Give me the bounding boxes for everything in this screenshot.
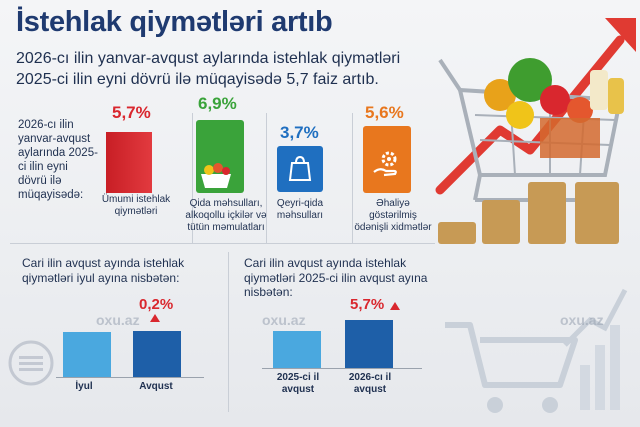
arrow-up-icon [390,302,400,310]
oxu-logo-icon [8,340,54,386]
bar-non-food-products [277,146,323,192]
x-axis [262,368,422,369]
watermark: oxu.az [262,312,306,328]
section-title-monthly: Cari ilin avqust ayında istehlak qiymətl… [22,256,185,285]
section-divider [10,243,435,244]
bar-july [63,331,111,377]
x-tick-label: 2026-cı il avqust [348,372,392,395]
watermark: oxu.az [560,312,604,328]
bar-august [133,331,181,377]
shopping-cart-chart-icon [445,288,628,413]
bar-general-prices [106,131,152,193]
divider [228,252,229,412]
bar-value-label: 6,9% [198,94,237,113]
category-label: Əhaliyə göstərilmiş ödənişli xidmətlər [354,198,432,233]
bar-value-label: 0,2% [139,296,174,313]
bar-value-label: 3,7% [280,123,319,142]
page-subtitle: 2026-cı ilin yanvar-avqust aylarında ist… [16,50,401,88]
bar-2026-august [345,320,393,368]
category-label: Ümumi istehlak qiymətləri [101,194,171,217]
shopping-cart-illustration [435,18,636,244]
bar-value-label: 5,7% [350,296,385,313]
section-title-annual: Cari ilin avqust ayında istehlak qiymətl… [244,256,428,299]
page-title: İstehlak qiymətləri artıb [16,6,333,38]
x-tick-label: 2025-ci il avqust [276,372,320,395]
bar-paid-services [363,126,411,193]
x-tick-label: Avqust [139,381,173,392]
divider [266,113,267,243]
bar-value-label: 5,7% [112,103,151,122]
period-label: 2026-cı ilin yanvar-avqust aylarında 202… [18,119,98,201]
bar-2025-august [273,330,321,368]
divider [192,113,193,243]
x-tick-label: İyul [75,381,93,392]
watermark: oxu.az [96,312,140,328]
category-label: Qida məhsulları, alkoqollu içkilər və tü… [185,198,267,233]
service-hand-gear-icon [372,150,402,185]
x-axis [56,377,204,378]
shopping-bag-icon [288,155,312,186]
divider [352,113,353,243]
food-basket-icon [198,160,234,195]
arrow-up-icon [150,314,160,322]
category-label: Qeyri-qida məhsulları [276,198,324,221]
bar-value-label: 5,6% [365,103,404,122]
